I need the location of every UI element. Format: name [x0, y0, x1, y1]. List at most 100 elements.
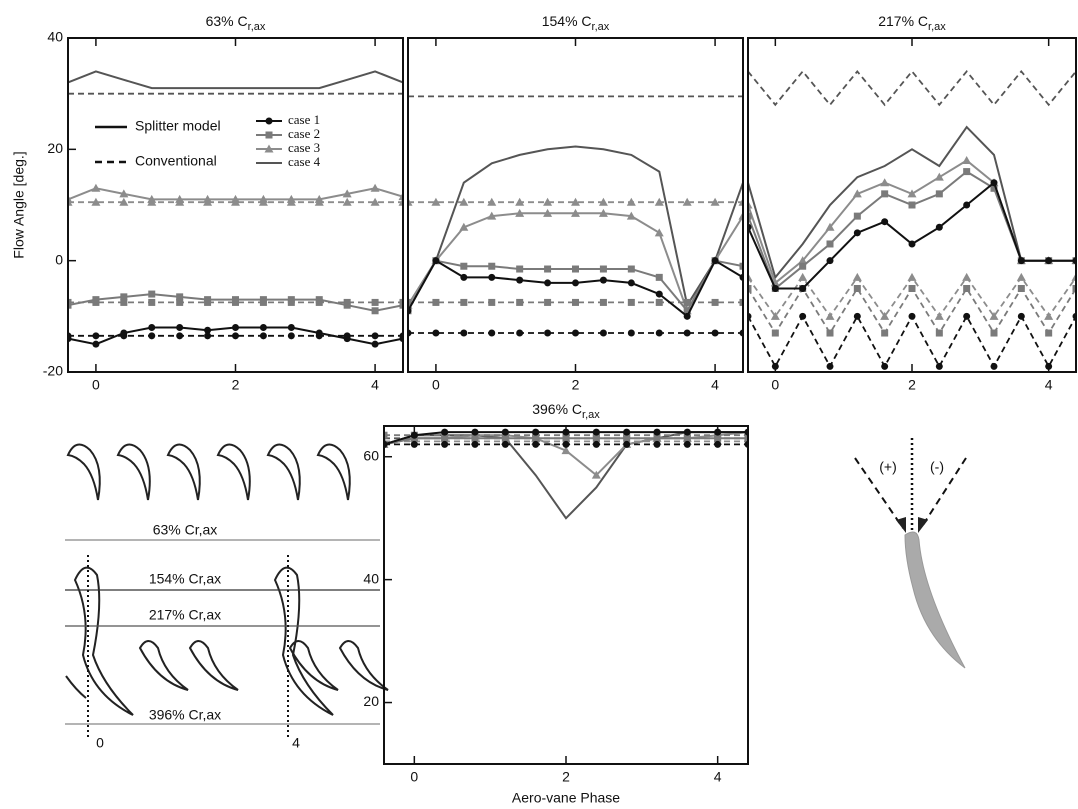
x-tick-label: 4 — [371, 377, 379, 393]
marker — [260, 332, 267, 339]
marker — [288, 324, 295, 331]
marker — [712, 257, 719, 264]
series-line — [748, 183, 1076, 289]
series-line — [748, 316, 1076, 366]
incidence-label: (+) — [879, 459, 897, 475]
marker — [148, 291, 155, 298]
figure: 63% Cr,ax 154% Cr,ax 217% Cr,ax 396% Cr,… — [0, 0, 1078, 809]
title-text: 154% C — [542, 13, 592, 29]
marker — [532, 429, 539, 436]
x-tick-label: 4 — [714, 769, 722, 785]
x-tick-label: 0 — [92, 377, 100, 393]
marker — [963, 313, 970, 320]
legend-marker — [266, 118, 273, 125]
marker — [544, 279, 551, 286]
marker — [1018, 313, 1025, 320]
marker — [176, 324, 183, 331]
marker — [288, 332, 295, 339]
marker — [460, 299, 467, 306]
marker — [854, 229, 861, 236]
chart-title: 63% Cr,ax — [206, 13, 266, 33]
marker — [1045, 257, 1052, 264]
marker — [204, 332, 211, 339]
marker — [432, 330, 439, 337]
marker — [232, 299, 239, 306]
marker — [936, 363, 943, 370]
plot-frame — [384, 426, 748, 764]
legend-label: Splitter model — [135, 118, 221, 134]
legend-marker — [266, 132, 273, 139]
marker — [936, 190, 943, 197]
marker — [854, 285, 861, 292]
series-line — [748, 161, 1076, 283]
marker — [799, 313, 806, 320]
marker — [516, 266, 523, 273]
marker — [684, 429, 691, 436]
marker — [827, 240, 834, 247]
marker — [572, 299, 579, 306]
marker — [372, 332, 379, 339]
marker — [991, 363, 998, 370]
marker — [881, 363, 888, 370]
marker — [827, 330, 834, 337]
marker — [656, 274, 663, 281]
marker — [684, 313, 691, 320]
marker — [623, 441, 630, 448]
marker — [962, 273, 971, 281]
x-tick-label: 2 — [572, 377, 580, 393]
marker — [881, 218, 888, 225]
marker — [516, 277, 523, 284]
marker — [712, 299, 719, 306]
marker — [563, 441, 570, 448]
marker — [880, 178, 889, 186]
marker — [593, 429, 600, 436]
marker — [371, 184, 380, 192]
x-tick-label: 4 — [1045, 377, 1053, 393]
marker — [963, 285, 970, 292]
y-tick-label: 20 — [363, 693, 379, 709]
marker — [260, 324, 267, 331]
legend-label: case 1 — [288, 112, 320, 127]
marker — [772, 285, 779, 292]
x-tick-label: 2 — [562, 769, 570, 785]
marker — [654, 441, 661, 448]
marker — [441, 441, 448, 448]
marker — [1018, 285, 1025, 292]
marker — [316, 332, 323, 339]
marker — [516, 299, 523, 306]
title-subscript: r,ax — [582, 409, 600, 421]
marker — [1017, 273, 1026, 281]
marker — [344, 299, 351, 306]
title-text: 63% C — [206, 13, 248, 29]
marker — [1018, 257, 1025, 264]
marker — [962, 156, 971, 164]
marker — [935, 173, 944, 181]
marker — [656, 330, 663, 337]
plot-area — [380, 428, 753, 519]
marker — [628, 330, 635, 337]
station-label: 154% Cr,ax — [149, 571, 221, 587]
marker — [148, 324, 155, 331]
marker — [909, 240, 916, 247]
plot-area — [64, 71, 408, 347]
y-tick-label: 60 — [363, 447, 379, 463]
marker — [853, 273, 862, 281]
marker — [544, 299, 551, 306]
marker — [460, 330, 467, 337]
x-tick-label: 0 — [771, 377, 779, 393]
marker — [712, 330, 719, 337]
marker — [772, 330, 779, 337]
legend-label: case 4 — [288, 154, 321, 169]
marker — [148, 332, 155, 339]
marker — [909, 313, 916, 320]
station-label: 396% Cr,ax — [149, 707, 221, 723]
plot-area — [404, 96, 748, 336]
incidence-diagram — [855, 438, 966, 668]
marker — [936, 224, 943, 231]
marker — [798, 273, 807, 281]
marker — [488, 263, 495, 270]
marker — [232, 324, 239, 331]
marker — [411, 441, 418, 448]
marker — [909, 202, 916, 209]
title-text: 396% C — [532, 401, 582, 417]
